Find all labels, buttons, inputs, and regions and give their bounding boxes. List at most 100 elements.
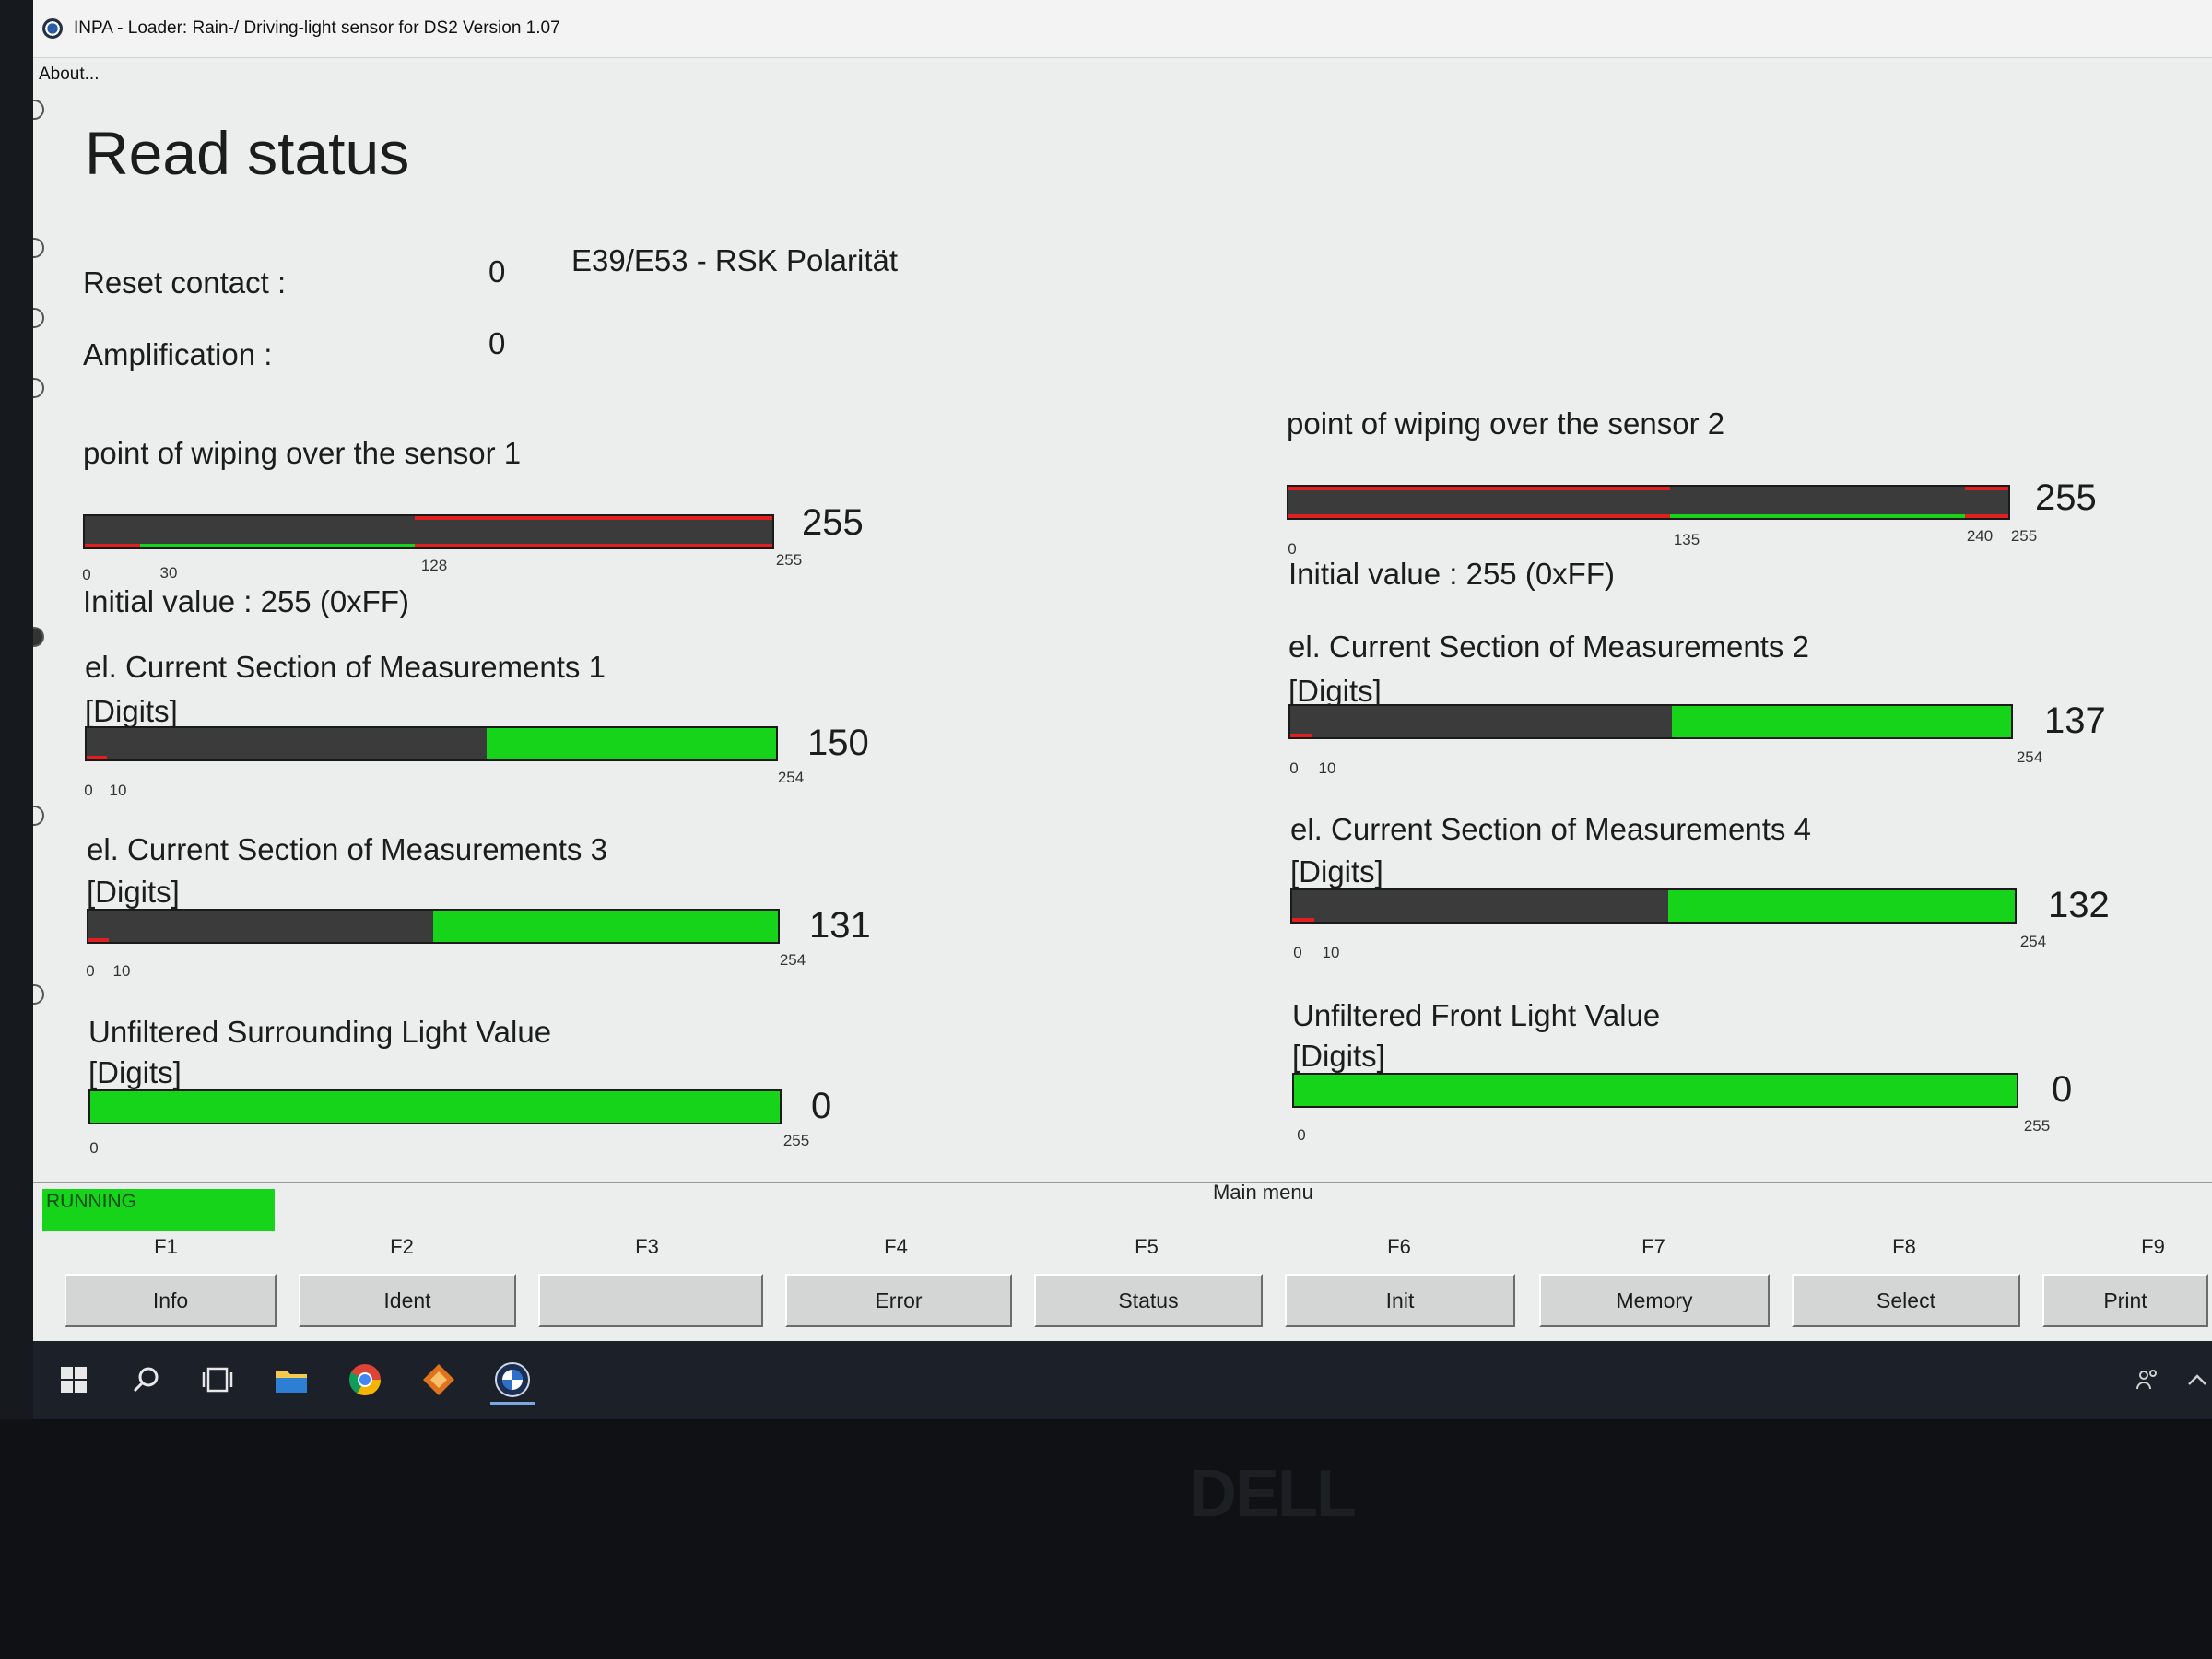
- current3-title: el. Current Section of Measurements 3: [87, 832, 607, 866]
- wiping-sensor2-zone-low: [1288, 487, 1670, 518]
- radio-marker[interactable]: [33, 984, 44, 1005]
- surround-light-title: Unfiltered Surrounding Light Value: [88, 1015, 552, 1049]
- surround-light-max: 255: [782, 1132, 810, 1149]
- front-light-unit: [Digits]: [1292, 1039, 1385, 1073]
- current2-value: 137: [2044, 700, 2106, 741]
- current4-zone-low: [1292, 890, 1314, 922]
- current2-mark1: 10: [1318, 759, 1336, 777]
- fkey-f9-label: F9: [2141, 1235, 2165, 1258]
- init-button[interactable]: Init: [1285, 1274, 1515, 1327]
- task-view-icon[interactable]: [195, 1358, 240, 1402]
- file-explorer-icon[interactable]: [269, 1358, 313, 1402]
- amplification-label: Amplification :: [83, 337, 273, 371]
- front-light-bar: [1292, 1073, 2018, 1108]
- wiping-sensor2-max: 255: [2010, 527, 2038, 545]
- current2-title: el. Current Section of Measurements 2: [1288, 629, 1809, 664]
- monitor-bezel: DELL: [0, 1419, 2212, 1659]
- current1-min: 0: [84, 782, 93, 799]
- menu-about[interactable]: About...: [39, 65, 100, 84]
- inpa-icon[interactable]: [490, 1358, 535, 1405]
- radio-marker[interactable]: [33, 308, 44, 328]
- print-button[interactable]: Print: [2042, 1274, 2208, 1327]
- fkey-f4-label: F4: [884, 1235, 908, 1258]
- radio-marker[interactable]: [33, 378, 44, 398]
- reset-contact-note: E39/E53 - RSK Polarität: [571, 243, 899, 277]
- wiping-sensor1-initial: Initial value : 255 (0xFF): [83, 584, 409, 618]
- wiping-sensor2-bar: [1287, 485, 2010, 520]
- memory-button[interactable]: Memory: [1539, 1274, 1770, 1327]
- wiping-sensor2-mark1: 135: [1673, 531, 1700, 548]
- wiping-sensor1-mark2: 128: [420, 557, 448, 574]
- fkey-f5-label: F5: [1135, 1235, 1159, 1258]
- wiping-sensor2-title: point of wiping over the sensor 2: [1287, 406, 1725, 441]
- front-light-max: 255: [2023, 1117, 2051, 1135]
- wiping-sensor1-zone-high: [415, 516, 772, 547]
- status-running: RUNNING: [42, 1189, 275, 1231]
- current3-bar: [87, 909, 780, 944]
- wiping-sensor2-initial: Initial value : 255 (0xFF): [1288, 557, 1615, 591]
- title-bar: INPA - Loader: Rain-/ Driving-light sens…: [33, 0, 2212, 58]
- current2-min: 0: [1289, 759, 1299, 777]
- current4-title: el. Current Section of Measurements 4: [1290, 812, 1811, 846]
- current2-zone-low: [1290, 706, 1312, 737]
- current4-value: 132: [2048, 885, 2110, 925]
- surround-light-value: 0: [811, 1086, 832, 1126]
- current3-zone-low: [88, 911, 110, 942]
- current3-unit: [Digits]: [87, 875, 180, 909]
- wiping-sensor1-bar: [83, 514, 774, 549]
- wiping-sensor1-mark1: 30: [159, 564, 178, 582]
- search-icon[interactable]: [124, 1358, 168, 1402]
- current4-mark1: 10: [1322, 944, 1340, 961]
- wiping-sensor1-max: 255: [775, 551, 803, 569]
- select-button[interactable]: Select: [1792, 1274, 2020, 1327]
- current1-max: 254: [777, 769, 805, 786]
- current1-zone-low: [87, 728, 108, 759]
- fkey-f2-label: F2: [390, 1235, 414, 1258]
- wiping-sensor1-min: 0: [82, 566, 91, 583]
- taskbar: [33, 1341, 2212, 1419]
- front-light-title: Unfiltered Front Light Value: [1292, 998, 1661, 1032]
- current2-fill: [1672, 706, 2011, 737]
- f3-button[interactable]: [538, 1274, 763, 1327]
- fkey-f3-label: F3: [635, 1235, 659, 1258]
- wiping-sensor1-zone-low: [85, 516, 140, 547]
- people-icon[interactable]: [2125, 1358, 2170, 1402]
- current4-bar: [1290, 888, 2017, 924]
- page-title: Read status: [85, 119, 410, 187]
- surround-light-bar: [88, 1089, 782, 1124]
- window-title: INPA - Loader: Rain-/ Driving-light sens…: [74, 18, 560, 38]
- current3-fill: [433, 911, 778, 942]
- current1-value: 150: [807, 723, 869, 763]
- current2-unit: [Digits]: [1288, 674, 1382, 708]
- fkey-f8-label: F8: [1892, 1235, 1916, 1258]
- radio-marker[interactable]: [33, 100, 44, 120]
- ident-button[interactable]: Ident: [299, 1274, 516, 1327]
- front-light-min: 0: [1297, 1126, 1306, 1144]
- fkey-f6-label: F6: [1387, 1235, 1411, 1258]
- error-button[interactable]: Error: [785, 1274, 1012, 1327]
- chevron-up-icon[interactable]: [2175, 1358, 2212, 1402]
- radio-marker[interactable]: [33, 238, 44, 258]
- windows-start-icon[interactable]: [52, 1358, 96, 1402]
- inpa-window: INPA - Loader: Rain-/ Driving-light sens…: [33, 0, 2212, 1341]
- radio-marker[interactable]: [33, 806, 44, 826]
- wiping-sensor1-value: 255: [802, 502, 864, 543]
- chrome-icon[interactable]: [343, 1358, 387, 1402]
- main-menu-label: Main menu: [1213, 1181, 1313, 1204]
- current1-mark1: 10: [109, 782, 127, 799]
- wiping-sensor1-zone-mid: [139, 516, 416, 547]
- radio-marker-selected[interactable]: [33, 627, 44, 647]
- dell-logo: DELL: [1189, 1457, 1357, 1531]
- current2-bar: [1288, 704, 2013, 739]
- surround-light-min: 0: [89, 1139, 99, 1157]
- current4-fill: [1667, 890, 2015, 922]
- current1-fill: [486, 728, 776, 759]
- app-icon[interactable]: [417, 1358, 461, 1402]
- current3-value: 131: [809, 905, 871, 946]
- current1-bar: [85, 726, 778, 761]
- fkey-f1-label: F1: [154, 1235, 178, 1258]
- fkey-f7-label: F7: [1641, 1235, 1665, 1258]
- reset-contact-value: 0: [488, 254, 506, 288]
- info-button[interactable]: Info: [65, 1274, 276, 1327]
- status-button[interactable]: Status: [1034, 1274, 1263, 1327]
